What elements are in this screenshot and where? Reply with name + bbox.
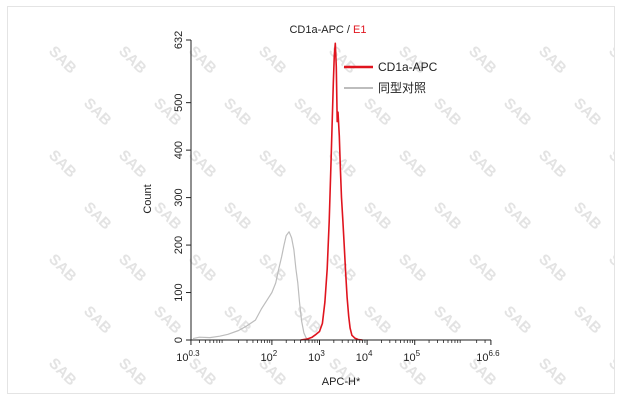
x-tick-label: 100.3 [176, 349, 200, 364]
watermark-text: SAB [465, 251, 500, 286]
watermark-text: SAB [325, 251, 360, 286]
watermark-text: SAB [570, 95, 605, 130]
watermark-text: SAB [185, 355, 220, 390]
watermark-text: SAB [185, 251, 220, 286]
y-axis-ticks: 0 100 200 300 400 500 632 [173, 31, 191, 343]
watermark-text: SAB [115, 355, 150, 390]
watermark-text: SAB [500, 95, 535, 130]
watermark-text: SAB [605, 355, 614, 390]
watermark-text: SAB [220, 199, 255, 234]
y-axis-title: Count [142, 184, 154, 213]
watermark-text: SAB [255, 43, 290, 78]
watermark-text: SAB [535, 251, 570, 286]
watermark-text: SAB [80, 95, 115, 130]
watermark-text: SAB [185, 43, 220, 78]
x-tick-label: 103 [308, 349, 325, 364]
watermark-text: SAB [185, 147, 220, 182]
watermark-text: SAB [605, 251, 614, 286]
y-tick-label: 0 [173, 337, 185, 343]
chart-title-marker: CD1a-APC [289, 24, 343, 36]
watermark-text: SAB [430, 199, 465, 234]
watermark-text: SAB [80, 303, 115, 338]
x-tick-label: 102 [261, 349, 278, 364]
y-tick-label: 632 [173, 31, 185, 49]
y-tick-label: 300 [173, 188, 185, 206]
series-layer [192, 42, 363, 341]
watermark-text: SAB [535, 43, 570, 78]
watermark-text: SAB [535, 147, 570, 182]
watermark-text: SAB [115, 43, 150, 78]
legend: CD1a-APC 同型对照 [344, 60, 438, 95]
watermark-text: SAB [395, 147, 430, 182]
x-tick-label: 104 [356, 349, 373, 364]
watermark-text: SAB [570, 199, 605, 234]
watermark-text: SAB [290, 95, 325, 130]
watermark-text: SAB [80, 199, 115, 234]
chart-title: CD1a-APC / E1 [289, 24, 366, 36]
chart-title-sample: E1 [353, 24, 366, 36]
watermark-text: SAB [360, 199, 395, 234]
watermark-text: SAB [150, 303, 185, 338]
watermark-text: SAB [605, 43, 614, 78]
watermark-text: SAB [255, 147, 290, 182]
watermark-text: SAB [430, 303, 465, 338]
y-tick-label: 100 [173, 283, 185, 301]
watermark-text: SAB [605, 147, 614, 182]
chart-frame: SAB SAB SAB SAB SAB SAB SAB SAB SAB SAB SAB SAB SAB S… [7, 6, 615, 394]
y-tick-label: 500 [173, 93, 185, 111]
watermark-text: SAB [535, 355, 570, 390]
watermark-text: SAB [290, 199, 325, 234]
watermark-text: SAB [395, 251, 430, 286]
watermark-text: SAB [220, 95, 255, 130]
x-tick-label: 106.6 [476, 349, 500, 364]
watermark-text: SAB [325, 43, 360, 78]
watermark-text: SAB [255, 251, 290, 286]
watermark-text: SAB [430, 95, 465, 130]
watermark-text: SAB [220, 303, 255, 338]
watermark-text: SAB [45, 251, 80, 286]
x-axis-title: APC-H* [322, 376, 361, 388]
watermark-text: SAB [360, 303, 395, 338]
legend-label-cd1a: CD1a-APC [378, 60, 438, 74]
watermark-text: SAB [45, 43, 80, 78]
watermark-text: SAB [45, 355, 80, 390]
x-axis-ticks: 100.3 102 103 104 105 106.6 [176, 340, 500, 364]
watermark-text: SAB [115, 251, 150, 286]
y-tick-label: 200 [173, 236, 185, 254]
series-isotype-line [192, 231, 310, 341]
watermark-text: SAB [570, 303, 605, 338]
x-tick-label: 105 [403, 349, 420, 364]
watermark-text: SAB [115, 147, 150, 182]
y-tick-label: 400 [173, 141, 185, 159]
watermark-text: SAB [500, 303, 535, 338]
chart-title-separator: / [344, 24, 353, 36]
watermark-text: SAB [500, 199, 535, 234]
watermark-text: SAB [465, 43, 500, 78]
watermark-text: SAB [360, 95, 395, 130]
watermark-text: SAB [465, 147, 500, 182]
legend-label-isotype: 同型对照 [378, 81, 426, 95]
watermark-text: SAB [45, 147, 80, 182]
series-cd1a-line [300, 42, 363, 341]
